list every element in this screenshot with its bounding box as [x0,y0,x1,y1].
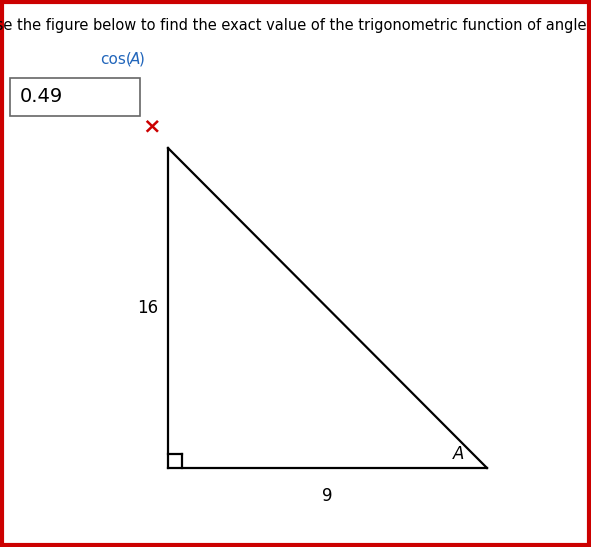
Text: 16: 16 [138,299,158,317]
Bar [10,78,140,116]
Text: cos(: cos( [100,52,132,67]
Text: 9: 9 [322,487,333,505]
Text: A: A [130,52,141,67]
Text: A: A [453,445,465,463]
Text: ): ) [139,52,145,67]
Text: Use the figure below to find the exact value of the trigonometric function of an: Use the figure below to find the exact v… [0,18,591,33]
Text: 0.49: 0.49 [20,88,63,107]
Text: ×: × [142,116,161,136]
